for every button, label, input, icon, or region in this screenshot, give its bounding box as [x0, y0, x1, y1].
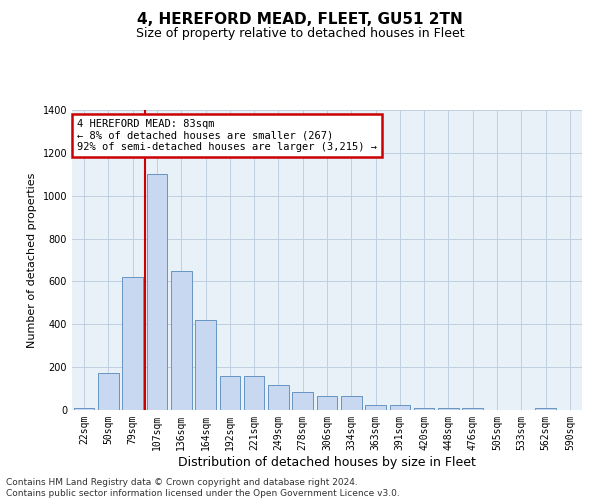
Text: Contains HM Land Registry data © Crown copyright and database right 2024.
Contai: Contains HM Land Registry data © Crown c… [6, 478, 400, 498]
Bar [195, 320, 216, 410]
Bar [389, 404, 410, 410]
Bar [171, 270, 191, 410]
Bar [438, 408, 459, 410]
Bar [146, 174, 167, 410]
Bar [122, 277, 143, 410]
Text: Size of property relative to detached houses in Fleet: Size of property relative to detached ho… [136, 28, 464, 40]
Bar [98, 372, 119, 410]
X-axis label: Distribution of detached houses by size in Fleet: Distribution of detached houses by size … [178, 456, 476, 468]
Bar [463, 408, 483, 410]
Bar [317, 396, 337, 410]
Bar [292, 392, 313, 410]
Text: 4 HEREFORD MEAD: 83sqm
← 8% of detached houses are smaller (267)
92% of semi-det: 4 HEREFORD MEAD: 83sqm ← 8% of detached … [77, 119, 377, 152]
Bar [268, 386, 289, 410]
Bar [414, 408, 434, 410]
Y-axis label: Number of detached properties: Number of detached properties [27, 172, 37, 348]
Bar [365, 404, 386, 410]
Bar [220, 376, 240, 410]
Bar [341, 396, 362, 410]
Text: 4, HEREFORD MEAD, FLEET, GU51 2TN: 4, HEREFORD MEAD, FLEET, GU51 2TN [137, 12, 463, 28]
Bar [74, 408, 94, 410]
Bar [535, 408, 556, 410]
Bar [244, 376, 265, 410]
